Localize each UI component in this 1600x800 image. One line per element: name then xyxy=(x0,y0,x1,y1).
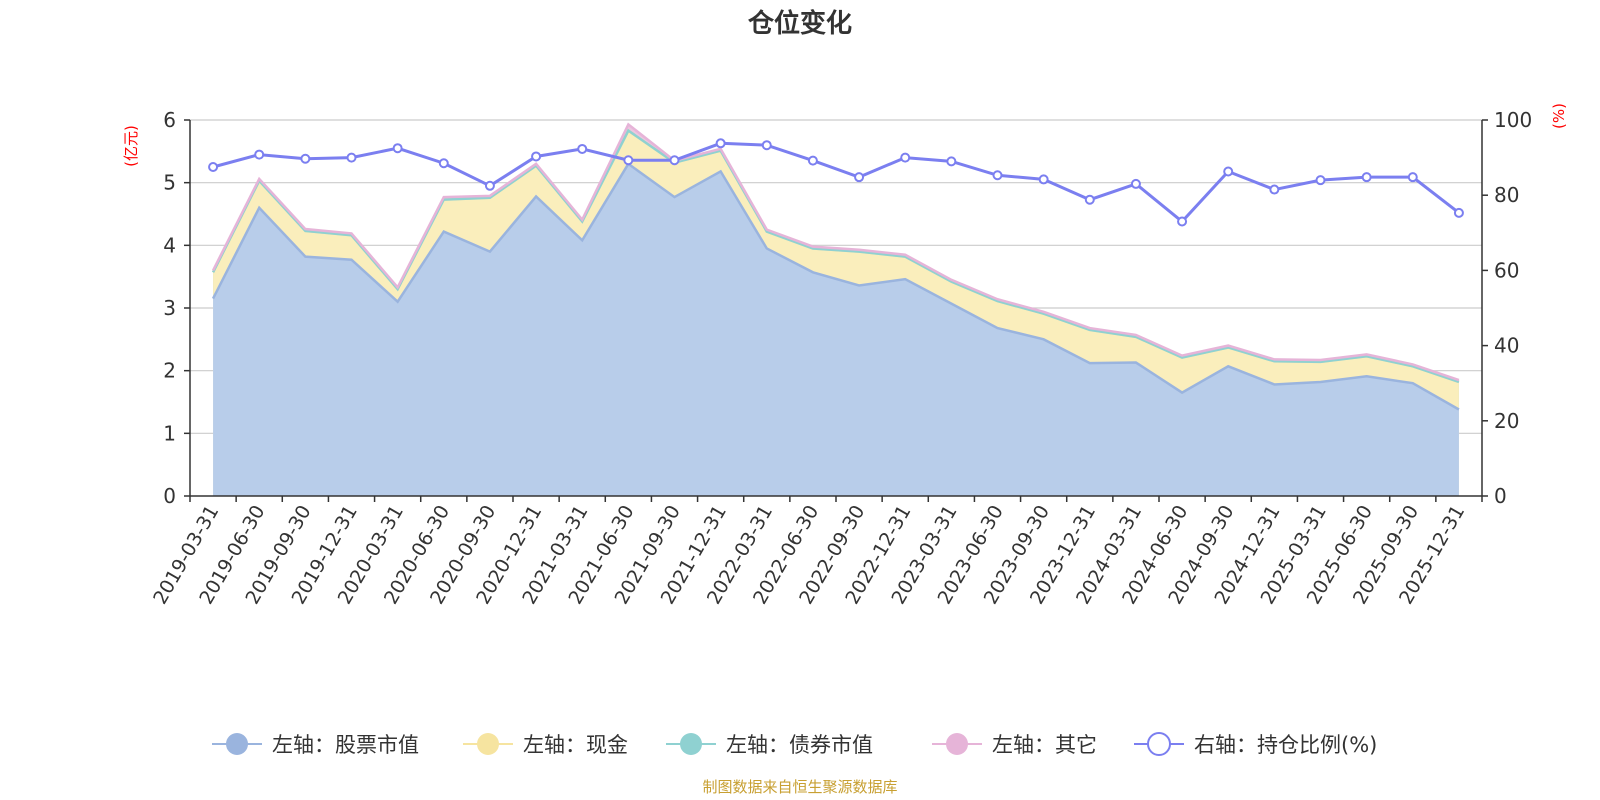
holding-ratio-line xyxy=(208,138,1464,227)
ratio-point xyxy=(669,155,680,166)
ratio-point xyxy=(1407,172,1418,183)
right-tick-label: 40 xyxy=(1494,334,1519,358)
left-axis-unit: (亿元) xyxy=(122,125,140,167)
right-tick-label: 80 xyxy=(1494,183,1519,207)
legend-marker xyxy=(680,733,702,755)
ratio-point xyxy=(715,138,726,149)
ratio-point xyxy=(623,155,634,166)
ratio-point xyxy=(1177,216,1188,227)
ratio-point xyxy=(1223,166,1234,177)
ratio-point xyxy=(392,143,403,154)
ratio-point xyxy=(577,143,588,154)
right-tick-label: 60 xyxy=(1494,258,1519,282)
left-y-ticks: 0 1 2 3 4 5 6 xyxy=(163,108,190,508)
ratio-point xyxy=(1361,172,1372,183)
legend-label: 左轴：其它 xyxy=(992,733,1097,757)
chart-title: 仓位变化 xyxy=(747,8,852,39)
ratio-point xyxy=(346,152,357,163)
ratio-point xyxy=(254,149,265,160)
right-tick-label: 0 xyxy=(1494,484,1507,508)
ratio-point xyxy=(1038,174,1049,185)
ratio-point xyxy=(484,180,495,191)
ratio-point xyxy=(1453,207,1464,218)
ratio-point xyxy=(1269,184,1280,195)
ratio-point xyxy=(1315,175,1326,186)
left-tick-label: 5 xyxy=(163,171,176,195)
left-tick-label: 4 xyxy=(163,233,176,257)
legend-marker xyxy=(226,733,248,755)
ratio-point xyxy=(1130,178,1141,189)
legend-label: 左轴：现金 xyxy=(523,733,628,757)
stacked-areas xyxy=(211,122,1460,497)
right-tick-label: 100 xyxy=(1494,108,1532,132)
legend-label: 左轴：债券市值 xyxy=(726,733,873,757)
right-y-ticks: 0 20 40 60 80 100 xyxy=(1482,108,1532,508)
left-tick-label: 0 xyxy=(163,484,176,508)
area-edge-0 xyxy=(211,162,1460,411)
legend: 左轴：股票市值 左轴：现金 左轴：债券市值 左轴：其它 右轴：持仓比例(%) xyxy=(212,732,1377,757)
data-source-note: 制图数据来自恒生聚源数据库 xyxy=(702,778,897,796)
ratio-point xyxy=(208,162,219,172)
ratio-point xyxy=(531,151,542,162)
right-axis-unit: (%) xyxy=(1550,103,1568,129)
left-tick-label: 3 xyxy=(163,296,176,320)
area-0 xyxy=(213,163,1459,496)
ratio-point xyxy=(438,158,449,169)
area-edge-3 xyxy=(211,122,1460,382)
legend-label: 右轴：持仓比例(%) xyxy=(1194,733,1377,757)
ratio-point xyxy=(300,153,311,164)
ratio-line xyxy=(212,141,1460,224)
legend-marker xyxy=(1147,732,1171,756)
legend-marker xyxy=(946,733,968,755)
ratio-point xyxy=(992,170,1003,181)
ratio-point xyxy=(761,140,772,151)
left-tick-label: 2 xyxy=(163,359,176,383)
ratio-point xyxy=(1084,194,1095,205)
ratio-point xyxy=(807,155,818,166)
legend-marker xyxy=(477,733,499,755)
legend-label: 左轴：股票市值 xyxy=(272,733,419,757)
left-tick-label: 1 xyxy=(163,421,176,445)
x-ticks: 2019-03-312019-06-302019-09-302019-12-31… xyxy=(149,496,1483,608)
ratio-point xyxy=(854,172,865,183)
ratio-point xyxy=(900,152,911,163)
left-tick-label: 6 xyxy=(163,108,176,132)
right-tick-label: 20 xyxy=(1494,409,1519,433)
ratio-point xyxy=(946,156,957,167)
